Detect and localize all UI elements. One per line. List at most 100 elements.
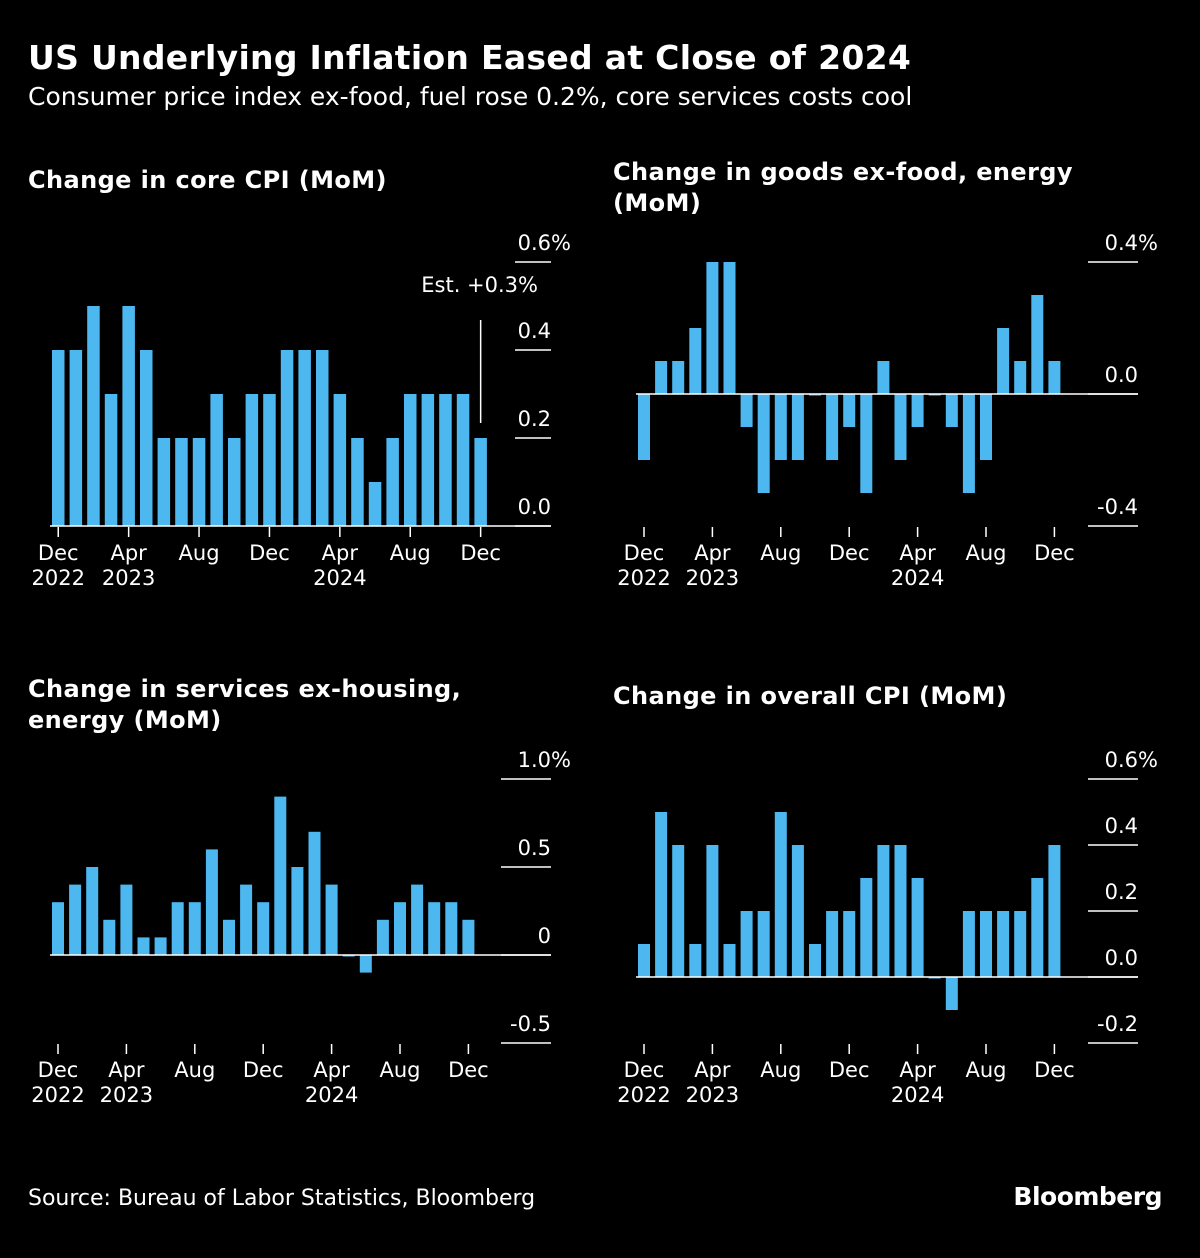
bar: [140, 350, 153, 526]
bar: [69, 884, 82, 955]
bar: [877, 845, 890, 977]
bar: [192, 438, 206, 526]
y-tick-label: 1.0: [518, 748, 551, 772]
bar: [962, 394, 975, 493]
bar: [791, 845, 804, 977]
bar: [826, 394, 839, 460]
x-tick-label: Aug: [390, 541, 431, 565]
x-tick-label: Apr: [313, 1058, 350, 1082]
bar: [368, 482, 382, 526]
bar: [298, 350, 311, 526]
bar: [689, 328, 702, 394]
y-tick-label: 0.2: [518, 407, 551, 431]
y-tick-label: 0.0: [1105, 946, 1138, 970]
bar: [52, 902, 64, 955]
bar: [997, 911, 1010, 977]
y-tick-label: 0.0: [518, 495, 551, 519]
bar: [843, 394, 856, 427]
x-tick-year-label: 2023: [686, 566, 739, 590]
x-tick-year-label: 2022: [617, 566, 670, 590]
bar: [308, 831, 321, 955]
y-tick-label: -0.2: [1097, 1012, 1138, 1036]
bar: [980, 394, 992, 460]
bar: [638, 394, 650, 460]
x-tick-label: Aug: [174, 1058, 215, 1082]
bar: [428, 902, 441, 955]
bar: [445, 902, 458, 955]
bar: [791, 394, 804, 460]
bar: [274, 796, 287, 955]
bar: [474, 438, 487, 526]
bar: [263, 394, 276, 526]
x-tick-year-label: 2024: [891, 1083, 944, 1107]
bar: [1048, 845, 1061, 977]
bar: [945, 394, 958, 427]
y-tick-label: 0: [538, 924, 551, 948]
bar: [439, 394, 452, 526]
bar: [171, 902, 184, 955]
x-tick-label: Dec: [624, 1058, 665, 1082]
bar: [175, 438, 188, 526]
bar: [462, 919, 475, 955]
x-tick-label: Dec: [38, 1058, 79, 1082]
bar: [723, 262, 736, 394]
x-tick-label: Apr: [899, 1058, 936, 1082]
bar: [638, 944, 650, 977]
bar: [87, 306, 100, 526]
x-tick-year-label: 2023: [100, 1083, 153, 1107]
bar: [1014, 911, 1027, 977]
x-tick-label: Dec: [249, 541, 290, 565]
bar: [809, 944, 821, 977]
x-tick-year-label: 2022: [32, 566, 85, 590]
bar: [456, 394, 470, 526]
source-note: Source: Bureau of Labor Statistics, Bloo…: [28, 1186, 536, 1211]
panel-title-services: Change in services ex-housing, energy (M…: [28, 675, 462, 734]
x-tick-label: Apr: [899, 541, 936, 565]
bar: [351, 438, 364, 526]
y-tick-label: 0.4: [1105, 814, 1138, 838]
bar: [103, 919, 116, 955]
bar: [137, 937, 150, 955]
x-tick-label: Aug: [379, 1058, 420, 1082]
bar: [997, 328, 1010, 394]
panel-title-goods: Change in goods ex-food, energy (MoM): [613, 158, 1073, 217]
bar: [894, 394, 907, 460]
bar: [240, 884, 253, 955]
x-tick-label: Aug: [179, 541, 220, 565]
bar: [911, 394, 924, 427]
x-tick-label: Dec: [1034, 541, 1075, 565]
bar: [757, 911, 770, 977]
bar: [386, 438, 399, 526]
bar: [223, 919, 235, 955]
bar: [877, 361, 890, 394]
x-tick-year-label: 2024: [313, 566, 366, 590]
annotation-label: Est. +0.3%: [421, 273, 538, 297]
bar: [740, 911, 753, 977]
bar: [672, 361, 685, 394]
bar: [860, 878, 873, 977]
bar: [394, 902, 406, 955]
bar: [1031, 295, 1044, 394]
bar: [188, 902, 201, 955]
bar: [157, 438, 171, 526]
y-tick-label: -0.5: [510, 1012, 551, 1036]
chart-title: US Underlying Inflation Eased at Close o…: [28, 38, 912, 77]
bar: [122, 306, 135, 526]
bar: [894, 845, 907, 977]
bar: [1031, 878, 1044, 977]
x-tick-label: Dec: [829, 1058, 870, 1082]
x-tick-label: Aug: [760, 1058, 801, 1082]
bar: [120, 884, 133, 955]
bar: [962, 911, 975, 977]
x-tick-label: Apr: [694, 541, 731, 565]
bar: [359, 955, 372, 973]
bar: [826, 911, 839, 977]
bar: [672, 845, 685, 977]
bar: [421, 394, 435, 526]
bar: [245, 394, 259, 526]
bar: [689, 944, 702, 977]
bloomberg-logo: Bloomberg: [1013, 1182, 1162, 1211]
bar: [280, 350, 294, 526]
